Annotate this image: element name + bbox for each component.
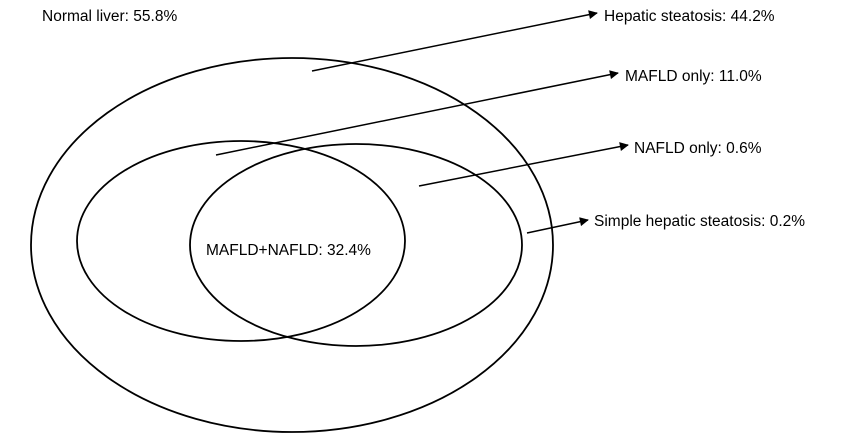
mafld-only-arrow — [215, 70, 619, 156]
mafld-ellipse — [76, 140, 406, 342]
normal-liver-label: Normal liver: 55.8% — [42, 8, 177, 25]
nafld-ellipse — [189, 143, 523, 347]
hepatic-steatosis-label: Hepatic steatosis: 44.2% — [604, 8, 775, 25]
hepatic-steatosis-arrow — [311, 10, 598, 72]
mafld-nafld-label: MAFLD+NAFLD: 32.4% — [206, 242, 371, 259]
simple-hepatic-steatosis-arrow — [526, 217, 589, 234]
simple-hepatic-steatosis-label: Simple hepatic steatosis: 0.2% — [594, 213, 805, 230]
nafld-only-label: NAFLD only: 0.6% — [634, 140, 762, 157]
nafld-only-arrow — [418, 142, 629, 187]
mafld-only-label: MAFLD only: 11.0% — [625, 68, 762, 85]
hepatic-steatosis-ellipse — [30, 57, 554, 433]
